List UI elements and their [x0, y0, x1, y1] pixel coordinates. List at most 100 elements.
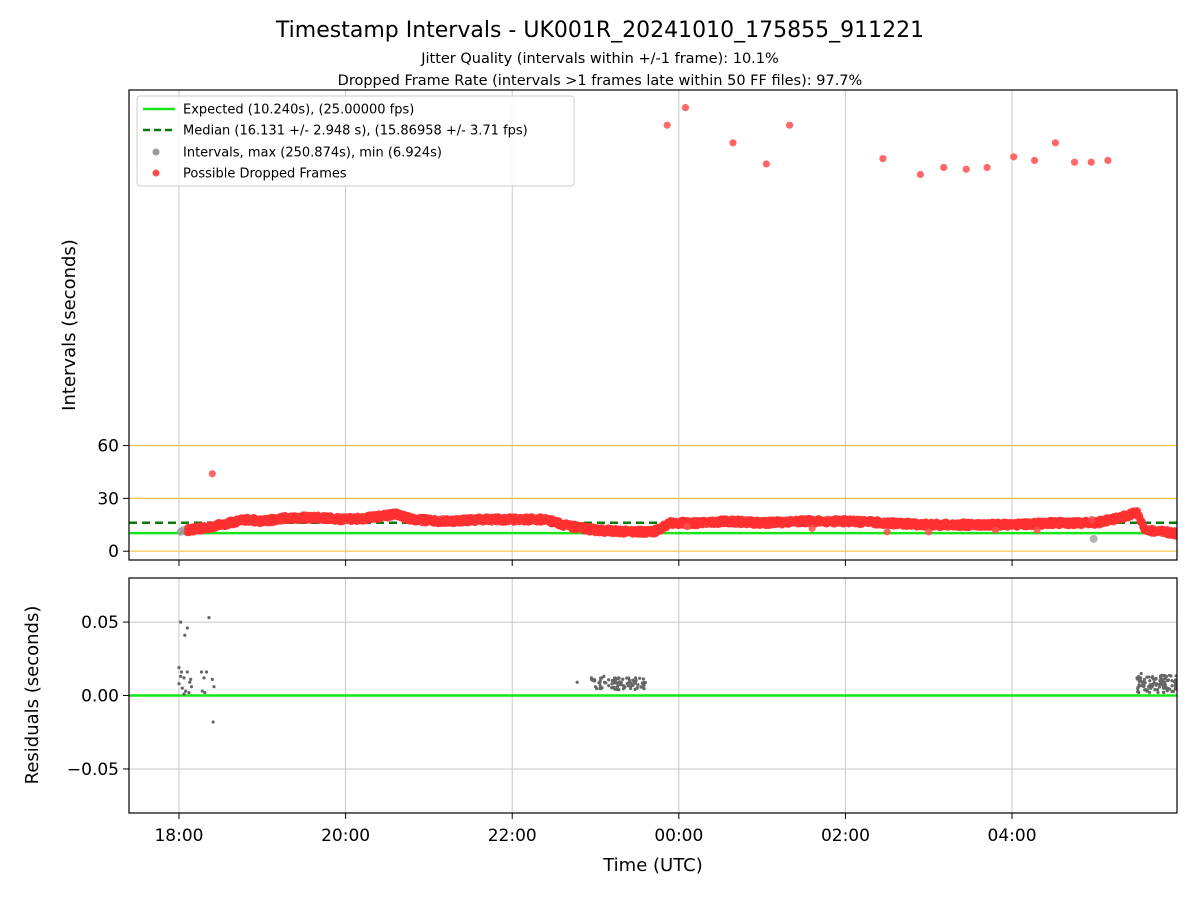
residual-point	[1157, 685, 1162, 689]
residual-point	[1162, 683, 1166, 687]
interval-point	[1089, 534, 1098, 543]
residual-point	[603, 680, 607, 685]
legend-dropped-label: Possible Dropped Frames	[183, 167, 347, 182]
chart-subtitle-dropped: Dropped Frame Rate (intervals >1 frames …	[338, 73, 863, 89]
residual-point	[182, 676, 186, 680]
dropped-frame-outlier	[1030, 156, 1039, 165]
residual-point	[625, 682, 629, 686]
dropped-frame-outlier	[208, 470, 216, 478]
legend: Expected (10.240s), (25.00000 fps) Media…	[136, 95, 575, 187]
x-tick-label: 02:00	[821, 826, 870, 846]
residual-point	[590, 676, 594, 681]
dropped-frame-outlier	[991, 526, 999, 534]
y-tick-label: 60	[97, 437, 119, 457]
y-tick-label: 0	[108, 542, 119, 562]
residual-point	[210, 677, 214, 681]
residual-point	[641, 677, 645, 681]
x-axis-label: Time (UTC)	[602, 855, 703, 876]
dropped-frame-outlier	[1010, 153, 1018, 161]
dropped-frame-outlier	[940, 163, 948, 172]
residual-point	[1139, 676, 1143, 680]
residual-point	[633, 687, 637, 692]
residual-point	[612, 679, 616, 683]
residual-point	[1160, 674, 1164, 678]
residual-point	[600, 686, 604, 690]
residual-point	[1137, 679, 1141, 683]
residual-point	[177, 665, 181, 670]
residual-point	[593, 678, 597, 682]
dropped-frame-outlier	[762, 160, 770, 168]
plot-frame	[128, 89, 1178, 561]
residual-point	[1143, 688, 1147, 692]
residual-point	[613, 676, 617, 680]
residual-point	[177, 682, 181, 686]
legend-expected-label: Expected (10.240s), (25.00000 fps)	[183, 103, 414, 118]
residual-point	[184, 689, 188, 693]
dropped-frame-outlier	[925, 528, 933, 536]
residual-point	[598, 684, 602, 688]
y-tick-label: −0.05	[67, 760, 119, 780]
residual-point	[1141, 682, 1145, 686]
residual-point	[212, 685, 216, 689]
residual-point	[199, 670, 204, 674]
residual-point	[188, 680, 192, 684]
residual-point	[614, 681, 618, 685]
legend-intervals-symbol	[152, 148, 160, 156]
residual-point	[1168, 687, 1172, 691]
legend-dropped-symbol	[152, 169, 160, 177]
residual-point	[1157, 682, 1161, 686]
residual-point	[597, 681, 601, 685]
residual-point	[1161, 679, 1165, 683]
residual-point	[1145, 688, 1149, 692]
residual-point	[635, 686, 639, 690]
dropped-frame-outlier	[729, 139, 737, 147]
residual-point	[629, 686, 633, 691]
residual-point	[642, 683, 646, 687]
intervals-plot: 0 30 60	[97, 89, 1178, 566]
residual-point	[1148, 679, 1152, 683]
legend-median-label: Median (16.131 +/- 2.948 s), (15.86958 +…	[183, 124, 528, 139]
dropped-frame-outlier	[1033, 526, 1041, 534]
residual-point	[638, 676, 642, 680]
top-y-axis-label: Intervals (seconds)	[59, 239, 80, 411]
residual-point	[1142, 677, 1147, 682]
residual-point	[1135, 676, 1139, 680]
y-tick-label: 0.00	[81, 687, 119, 707]
bottom-y-axis-label: Residuals (seconds)	[22, 606, 43, 785]
residual-point	[631, 683, 635, 688]
x-tick-label: 18:00	[154, 826, 203, 846]
residual-point	[1161, 686, 1166, 690]
dropped-frame-outlier	[808, 524, 816, 532]
chart-title: Timestamp Intervals - UK001R_20241010_17…	[275, 18, 924, 43]
residual-point	[610, 682, 614, 686]
residual-point	[1166, 679, 1170, 683]
residual-point	[1170, 689, 1174, 694]
dropped-frame-outlier	[879, 155, 887, 163]
residual-point	[182, 692, 186, 696]
residual-point	[1145, 675, 1149, 679]
residual-point	[180, 686, 184, 690]
residual-point	[643, 680, 648, 685]
residual-point	[598, 676, 603, 680]
chart-subtitle-jitter: Jitter Quality (intervals within +/-1 fr…	[420, 51, 779, 67]
residual-point	[611, 686, 615, 690]
residual-point	[623, 685, 627, 689]
dropped-frame-outlier	[683, 522, 691, 531]
residual-point	[203, 690, 207, 695]
residual-point	[1170, 679, 1174, 683]
residual-point	[628, 681, 633, 685]
residual-point	[633, 676, 638, 680]
plot-area	[129, 90, 1177, 560]
dropped-frame-outlier	[916, 170, 925, 179]
x-tick-label: 20:00	[321, 826, 370, 846]
residual-point	[619, 680, 623, 684]
residual-point	[1165, 686, 1169, 690]
residuals-plot: 18:00 20:00 22:00 00:00 02:00 04:00 0.05 0.00 −0…	[67, 577, 1178, 846]
x-tick-label: 00:00	[654, 826, 703, 846]
residual-point	[179, 670, 184, 674]
dropped-frame-outlier	[786, 121, 794, 129]
residual-point	[1162, 690, 1166, 694]
residual-point	[1136, 690, 1140, 694]
dropped-frame-outlier	[1104, 156, 1112, 165]
residual-point	[200, 689, 204, 693]
